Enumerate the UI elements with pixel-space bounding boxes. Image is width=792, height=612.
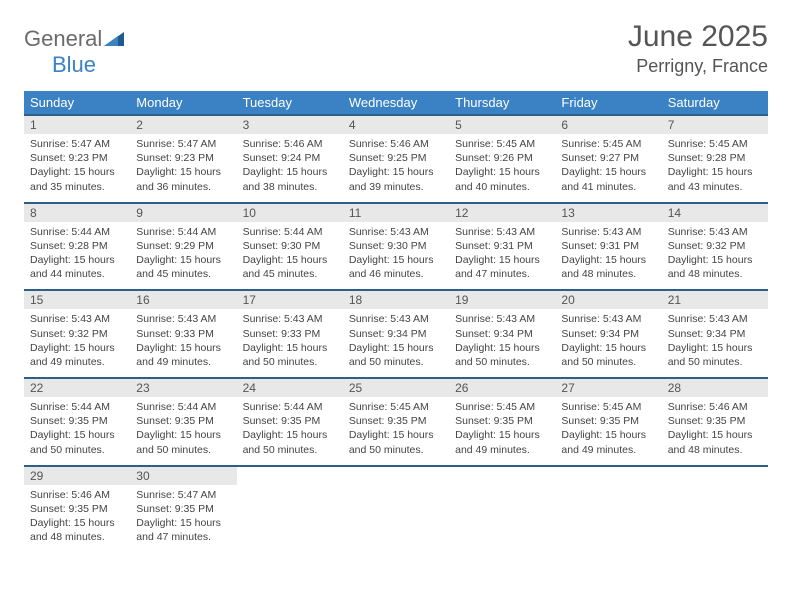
day-number-cell: 8 — [24, 203, 130, 222]
weekday-header: Wednesday — [343, 91, 449, 115]
day-number-cell: 5 — [449, 115, 555, 134]
calendar-body: 1234567Sunrise: 5:47 AMSunset: 9:23 PMDa… — [24, 115, 768, 552]
day-info-cell — [237, 485, 343, 553]
day-info-cell: Sunrise: 5:44 AMSunset: 9:28 PMDaylight:… — [24, 222, 130, 291]
day-info-cell: Sunrise: 5:45 AMSunset: 9:35 PMDaylight:… — [555, 397, 661, 466]
day-number-row: 2930 — [24, 466, 768, 485]
day-number-cell: 20 — [555, 290, 661, 309]
logo-stack: General Blue — [24, 20, 124, 78]
day-number-cell — [343, 466, 449, 485]
header: General General Blue June 2025 Perrigny,… — [24, 20, 768, 77]
day-info-row: Sunrise: 5:44 AMSunset: 9:35 PMDaylight:… — [24, 397, 768, 466]
day-number-cell: 14 — [662, 203, 768, 222]
day-info-cell: Sunrise: 5:46 AMSunset: 9:24 PMDaylight:… — [237, 134, 343, 203]
day-info-cell: Sunrise: 5:43 AMSunset: 9:32 PMDaylight:… — [662, 222, 768, 291]
day-info-cell: Sunrise: 5:45 AMSunset: 9:35 PMDaylight:… — [449, 397, 555, 466]
day-info-cell: Sunrise: 5:46 AMSunset: 9:25 PMDaylight:… — [343, 134, 449, 203]
day-number-cell: 21 — [662, 290, 768, 309]
day-info-row: Sunrise: 5:44 AMSunset: 9:28 PMDaylight:… — [24, 222, 768, 291]
day-info-cell: Sunrise: 5:44 AMSunset: 9:35 PMDaylight:… — [130, 397, 236, 466]
day-info-cell — [662, 485, 768, 553]
day-info-cell: Sunrise: 5:45 AMSunset: 9:28 PMDaylight:… — [662, 134, 768, 203]
day-number-row: 22232425262728 — [24, 378, 768, 397]
day-number-cell — [662, 466, 768, 485]
day-info-row: Sunrise: 5:46 AMSunset: 9:35 PMDaylight:… — [24, 485, 768, 553]
day-info-cell: Sunrise: 5:47 AMSunset: 9:35 PMDaylight:… — [130, 485, 236, 553]
weekday-header: Monday — [130, 91, 236, 115]
weekday-header: Saturday — [662, 91, 768, 115]
day-number-cell: 17 — [237, 290, 343, 309]
day-info-cell: Sunrise: 5:44 AMSunset: 9:29 PMDaylight:… — [130, 222, 236, 291]
day-number-cell: 11 — [343, 203, 449, 222]
day-number-cell: 4 — [343, 115, 449, 134]
day-number-cell: 27 — [555, 378, 661, 397]
day-info-cell: Sunrise: 5:46 AMSunset: 9:35 PMDaylight:… — [24, 485, 130, 553]
day-number-cell: 30 — [130, 466, 236, 485]
location: Perrigny, France — [628, 56, 768, 77]
day-number-cell: 15 — [24, 290, 130, 309]
day-number-row: 891011121314 — [24, 203, 768, 222]
day-info-cell: Sunrise: 5:44 AMSunset: 9:30 PMDaylight:… — [237, 222, 343, 291]
day-number-cell — [449, 466, 555, 485]
title-block: June 2025 Perrigny, France — [628, 20, 768, 77]
day-number-cell: 25 — [343, 378, 449, 397]
day-number-cell: 18 — [343, 290, 449, 309]
day-number-cell: 24 — [237, 378, 343, 397]
month-title: June 2025 — [628, 20, 768, 54]
day-info-cell: Sunrise: 5:43 AMSunset: 9:32 PMDaylight:… — [24, 309, 130, 378]
day-info-cell — [449, 485, 555, 553]
day-number-cell: 9 — [130, 203, 236, 222]
day-number-cell: 3 — [237, 115, 343, 134]
day-number-cell: 29 — [24, 466, 130, 485]
day-info-cell: Sunrise: 5:47 AMSunset: 9:23 PMDaylight:… — [24, 134, 130, 203]
day-info-cell: Sunrise: 5:43 AMSunset: 9:31 PMDaylight:… — [555, 222, 661, 291]
day-info-cell: Sunrise: 5:45 AMSunset: 9:27 PMDaylight:… — [555, 134, 661, 203]
day-info-cell: Sunrise: 5:45 AMSunset: 9:26 PMDaylight:… — [449, 134, 555, 203]
day-number-cell: 6 — [555, 115, 661, 134]
day-info-cell: Sunrise: 5:44 AMSunset: 9:35 PMDaylight:… — [237, 397, 343, 466]
weekday-header: Sunday — [24, 91, 130, 115]
day-number-cell: 28 — [662, 378, 768, 397]
day-number-cell: 1 — [24, 115, 130, 134]
day-info-cell: Sunrise: 5:43 AMSunset: 9:34 PMDaylight:… — [555, 309, 661, 378]
day-number-row: 15161718192021 — [24, 290, 768, 309]
day-number-cell: 16 — [130, 290, 236, 309]
day-number-cell: 10 — [237, 203, 343, 222]
day-info-cell: Sunrise: 5:43 AMSunset: 9:33 PMDaylight:… — [237, 309, 343, 378]
day-info-row: Sunrise: 5:47 AMSunset: 9:23 PMDaylight:… — [24, 134, 768, 203]
logo-triangle-icon2 — [104, 30, 124, 51]
day-number-cell: 23 — [130, 378, 236, 397]
day-number-cell: 22 — [24, 378, 130, 397]
weekday-header-row: SundayMondayTuesdayWednesdayThursdayFrid… — [24, 91, 768, 115]
day-info-cell: Sunrise: 5:46 AMSunset: 9:35 PMDaylight:… — [662, 397, 768, 466]
logo-text-general2: General — [24, 26, 102, 51]
day-number-cell: 2 — [130, 115, 236, 134]
day-info-row: Sunrise: 5:43 AMSunset: 9:32 PMDaylight:… — [24, 309, 768, 378]
calendar-table: SundayMondayTuesdayWednesdayThursdayFrid… — [24, 91, 768, 552]
logo-text-blue: Blue — [24, 52, 96, 77]
day-info-cell: Sunrise: 5:43 AMSunset: 9:34 PMDaylight:… — [343, 309, 449, 378]
day-info-cell: Sunrise: 5:43 AMSunset: 9:33 PMDaylight:… — [130, 309, 236, 378]
day-number-cell: 26 — [449, 378, 555, 397]
day-number-cell — [555, 466, 661, 485]
day-info-cell: Sunrise: 5:43 AMSunset: 9:34 PMDaylight:… — [449, 309, 555, 378]
day-info-cell: Sunrise: 5:43 AMSunset: 9:31 PMDaylight:… — [449, 222, 555, 291]
weekday-header: Tuesday — [237, 91, 343, 115]
day-number-row: 1234567 — [24, 115, 768, 134]
day-number-cell: 19 — [449, 290, 555, 309]
day-info-cell: Sunrise: 5:43 AMSunset: 9:30 PMDaylight:… — [343, 222, 449, 291]
day-number-cell: 7 — [662, 115, 768, 134]
weekday-header: Friday — [555, 91, 661, 115]
day-number-cell — [237, 466, 343, 485]
day-info-cell — [555, 485, 661, 553]
day-info-cell: Sunrise: 5:47 AMSunset: 9:23 PMDaylight:… — [130, 134, 236, 203]
day-number-cell: 13 — [555, 203, 661, 222]
weekday-header: Thursday — [449, 91, 555, 115]
day-info-cell — [343, 485, 449, 553]
day-number-cell: 12 — [449, 203, 555, 222]
day-info-cell: Sunrise: 5:43 AMSunset: 9:34 PMDaylight:… — [662, 309, 768, 378]
day-info-cell: Sunrise: 5:44 AMSunset: 9:35 PMDaylight:… — [24, 397, 130, 466]
day-info-cell: Sunrise: 5:45 AMSunset: 9:35 PMDaylight:… — [343, 397, 449, 466]
